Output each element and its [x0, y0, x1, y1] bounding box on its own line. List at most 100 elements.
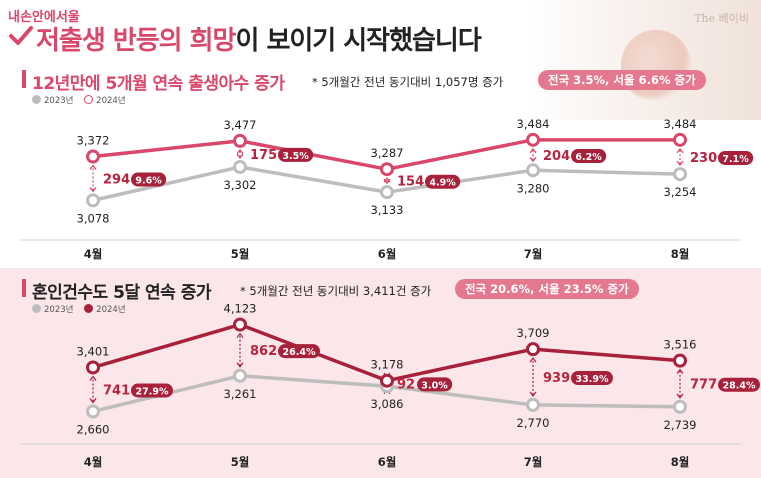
diff-label: 175: [250, 148, 277, 163]
x-tick-label: 7월: [524, 455, 543, 469]
pct-badge: [571, 149, 607, 164]
legend-item-2024: 2024년: [84, 304, 126, 315]
legend-dot-2023: [32, 304, 41, 313]
point-2024: [380, 373, 394, 388]
pct-badge: [278, 147, 314, 162]
births-title: 12년만에 5개월 연속 출생아수 증가: [32, 74, 285, 94]
pct-label: 28.4%: [723, 381, 756, 392]
point-2023: [526, 397, 540, 412]
births-national-pill: 전국 3.5%, 서울 6.6% 증가: [538, 70, 706, 90]
arrow-up-icon: [89, 164, 97, 170]
value-label-2024: 3,484: [517, 117, 550, 131]
point-2024: [526, 342, 540, 357]
legend-label-2024: 2024년: [96, 305, 126, 315]
value-label-2024: 3,372: [77, 134, 110, 148]
value-label-2023: 2,739: [664, 418, 697, 432]
legend-dot-2024: [84, 304, 94, 313]
value-label-2024: 3,401: [77, 344, 110, 358]
point-2023: [380, 185, 394, 200]
legend-label-2024: 2024년: [96, 96, 126, 106]
point-2024: [380, 162, 394, 177]
legend-dot-2024: [84, 95, 94, 104]
value-label-2024: 3,484: [664, 117, 697, 131]
x-tick-label: 4월: [84, 247, 103, 261]
pct-badge: [278, 344, 320, 359]
pct-badge: [131, 383, 173, 398]
marriage-title: 혼인건수도 5달 연속 증가: [32, 283, 211, 303]
value-label-2023: 3,280: [517, 181, 550, 195]
point-2023: [233, 159, 247, 174]
diff-label: 204: [543, 149, 570, 164]
pct-badge: [425, 174, 461, 189]
diff-label: 92: [397, 377, 415, 392]
point-2024: [233, 317, 247, 332]
headline-rest: 이 보이기 시작했습니다: [235, 26, 481, 56]
marriage-note: * 5개월간 전년 동기대비 3,411건 증가: [240, 284, 432, 298]
section-marker-icon: [22, 279, 26, 297]
pct-label: 3.5%: [282, 151, 309, 162]
arrow-up-icon: [529, 357, 537, 363]
headline-accent: 저출생 반등의 희망: [36, 26, 236, 56]
x-tick-label: 7월: [524, 247, 543, 261]
legend-item-2023: 2023년: [32, 304, 73, 315]
point-2023: [86, 404, 100, 419]
point-2024: [673, 132, 687, 147]
x-tick-label: 5월: [231, 455, 250, 469]
diff-label: 294: [103, 172, 130, 187]
pct-label: 4.9%: [429, 178, 456, 189]
x-tick-label: 8월: [671, 455, 690, 469]
marriage-legend: 2023년 2024년: [32, 303, 134, 315]
pct-label: 33.9%: [576, 374, 609, 385]
arrow-up-icon: [89, 375, 97, 381]
page-headline: 저출생 반등의 희망이 보이기 시작했습니다: [36, 20, 482, 57]
x-tick-label: 8월: [671, 247, 690, 261]
legend-label-2023: 2023년: [44, 96, 74, 106]
pct-label: 26.4%: [283, 347, 316, 358]
arrow-down-icon: [236, 362, 244, 368]
point-2023: [233, 368, 247, 383]
pct-badge: [131, 172, 167, 187]
legend-dot-2023: [32, 95, 41, 104]
brand-logo: 내손안에서울: [8, 10, 80, 25]
value-label-2024: 3,477: [224, 118, 257, 132]
diff-label: 741: [103, 383, 130, 398]
arrow-up-icon: [236, 148, 244, 155]
arrow-up-icon: [236, 332, 244, 338]
arrow-down-icon: [676, 160, 684, 167]
births-line-chart: 3,372 3,078 294 9.6% 4월 3,477 3,302 175 3.5% 5월 3,…: [20, 117, 754, 261]
point-2023: [673, 399, 687, 414]
arrow-down-icon: [383, 178, 391, 185]
x-tick-label: 5월: [231, 247, 250, 261]
pct-badge: [571, 371, 613, 386]
births-legend: 2023년 2024년: [32, 94, 134, 106]
point-2023: [86, 193, 100, 208]
point-2024: [526, 132, 540, 147]
births-note: * 5개월간 전년 동기대비 1,057명 증가: [312, 75, 504, 89]
arrow-down-icon: [676, 393, 684, 399]
legend-item-2023: 2023년: [32, 95, 74, 106]
value-label-2024: 4,123: [224, 302, 257, 316]
value-label-2024: 3,287: [371, 146, 404, 160]
diff-label: 230: [690, 151, 717, 166]
value-label-2023: 3,133: [371, 203, 404, 217]
value-label-2023: 2,660: [77, 422, 110, 436]
arrow-down-icon: [89, 398, 97, 404]
value-label-2023: 3,302: [224, 178, 257, 192]
check-icon: [9, 26, 33, 45]
marriage-national-pill: 전국 20.6%, 서울 23.5% 증가: [455, 279, 639, 299]
x-tick-label: 4월: [84, 455, 103, 469]
arrow-up-icon: [676, 147, 684, 154]
photo-watermark: The 베이비: [694, 12, 749, 25]
value-label-2023: 3,078: [77, 211, 110, 225]
diff-label: 154: [397, 175, 424, 190]
diff-label: 777: [690, 378, 717, 393]
point-2024: [673, 353, 687, 368]
value-label-2024: 3,516: [664, 338, 697, 352]
diff-label: 939: [543, 371, 570, 386]
arrow-down-icon: [529, 156, 537, 163]
value-label-2023: 3,261: [224, 387, 257, 401]
pct-label: 9.6%: [135, 175, 162, 186]
pct-label: 7.1%: [722, 154, 749, 165]
arrow-up-icon: [529, 147, 537, 154]
